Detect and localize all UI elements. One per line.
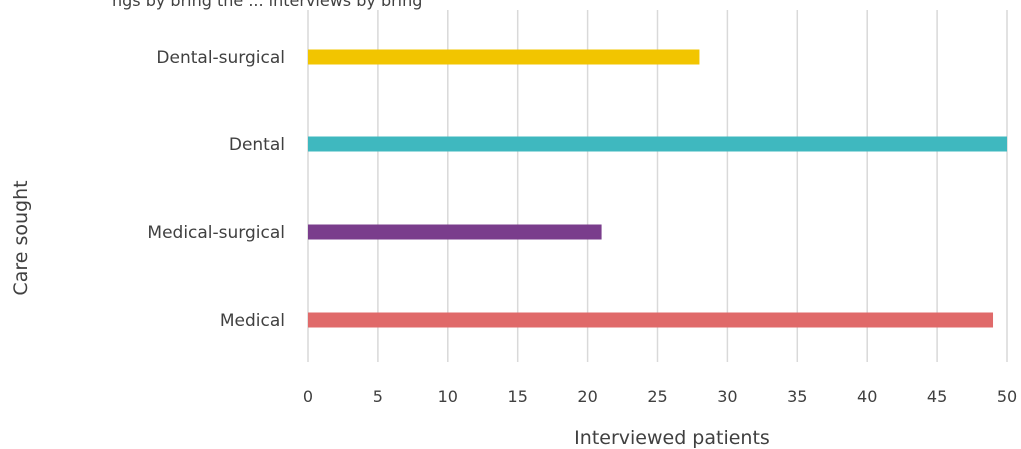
y-axis-title: Care sought [10,180,32,295]
x-tick-label-15: 15 [508,387,528,406]
gridlines [307,10,1008,362]
bars [308,49,1007,328]
x-tick-label-50: 50 [997,387,1017,406]
x-tick-label-25: 25 [647,387,667,406]
top-cutoff-text: ngs by bring the ... interviews by bring [112,0,422,10]
x-tick-label-40: 40 [857,387,877,406]
category-label-dental: Dental [229,135,285,155]
x-tick-label-10: 10 [438,387,458,406]
bar-medical-surgical [308,224,602,240]
x-tick-label-45: 45 [927,387,947,406]
bar-medical [308,312,994,328]
category-labels: Dental-surgical Dental Medical-surgical Med… [147,48,285,331]
category-label-medical: Medical [220,311,285,331]
x-axis-title: Interviewed patients [574,427,770,449]
x-tick-label-30: 30 [717,387,737,406]
bar-dental [308,136,1007,152]
x-tick-label-0: 0 [303,387,313,406]
x-tick-label-20: 20 [577,387,597,406]
x-tick-labels: 0 5 10 15 20 25 30 35 40 45 50 [303,387,1017,406]
x-tick-label-35: 35 [787,387,807,406]
category-label-dental-surgical: Dental-surgical [156,48,285,68]
category-label-medical-surgical: Medical-surgical [147,223,285,243]
bar-dental-surgical [308,49,700,65]
x-tick-label-5: 5 [373,387,383,406]
